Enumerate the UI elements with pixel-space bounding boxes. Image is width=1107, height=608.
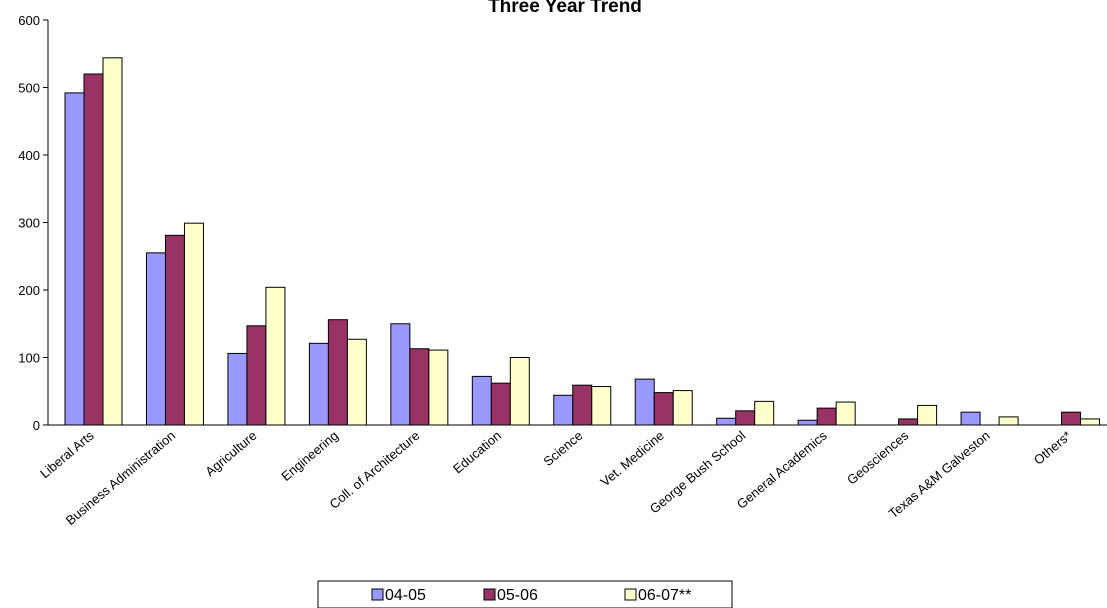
category-label: Education — [450, 428, 504, 477]
chart-title: Three Year Trend — [488, 0, 642, 17]
bar-0607-10 — [917, 404, 938, 426]
bar-0607-8 — [754, 400, 775, 426]
bar-0405-9 — [797, 419, 818, 426]
bar-0607-12 — [1080, 418, 1101, 426]
bar-0607-3 — [346, 338, 367, 426]
category-label: Agriculture — [202, 428, 259, 479]
category-label: Others* — [1031, 428, 1074, 468]
category-label: Vet. Medicine — [597, 428, 666, 490]
bar-0506-0 — [83, 73, 104, 426]
bar-0506-7 — [653, 392, 674, 426]
category-label: Geosciences — [844, 427, 912, 487]
bar-0607-4 — [428, 349, 449, 426]
bar-0607-5 — [509, 357, 530, 426]
bar-0506-6 — [572, 384, 593, 426]
bar-0405-5 — [471, 375, 492, 426]
bars — [64, 57, 1101, 426]
bar-0506-4 — [409, 348, 430, 426]
bar-0607-9 — [835, 401, 856, 426]
bar-0607-0 — [102, 57, 123, 426]
category-label: General Academics — [734, 427, 830, 511]
bar-0607-11 — [998, 416, 1019, 426]
y-tick-label: 200 — [18, 283, 40, 298]
bar-0607-6 — [591, 386, 612, 426]
legend-swatch — [624, 588, 637, 601]
bar-0405-0 — [64, 92, 85, 426]
y-tick-label: 400 — [18, 148, 40, 163]
legend-label: 04-05 — [385, 587, 426, 604]
bar-0506-8 — [735, 410, 756, 426]
bar-0506-3 — [327, 319, 348, 426]
bar-0506-12 — [1061, 411, 1082, 426]
bar-0607-2 — [265, 286, 286, 426]
bar-0405-3 — [308, 342, 329, 426]
y-tick-label: 0 — [33, 418, 40, 433]
category-label: Engineering — [278, 428, 341, 484]
bar-0405-1 — [145, 252, 166, 426]
y-tick-label: 500 — [18, 81, 40, 96]
category-label: Liberal Arts — [37, 427, 97, 481]
y-tick-label: 600 — [18, 13, 40, 28]
category-label: Science — [540, 428, 585, 469]
bar-0405-2 — [227, 352, 248, 426]
bar-0506-1 — [164, 234, 185, 426]
legend-label: 05-06 — [497, 587, 538, 604]
bar-0405-4 — [390, 323, 411, 426]
legend-box — [317, 580, 733, 608]
bar-0607-1 — [183, 222, 204, 426]
legend-label: 06-07** — [638, 587, 691, 604]
legend-swatch — [371, 588, 384, 601]
bar-0607-7 — [672, 390, 693, 426]
y-axis: 0 100 200 300 400 500 600 — [18, 13, 49, 433]
legend-swatch — [483, 588, 496, 601]
bar-0405-8 — [716, 417, 737, 426]
bar-0506-10 — [898, 418, 919, 426]
legend: 04-05 05-06 06-07** — [317, 580, 733, 608]
y-tick-label: 300 — [18, 216, 40, 231]
y-tick-label: 100 — [18, 351, 40, 366]
bar-0506-9 — [816, 407, 837, 426]
bar-0506-2 — [246, 325, 267, 426]
bar-0405-11 — [960, 411, 981, 426]
bar-0506-5 — [490, 382, 511, 426]
category-label: Coll. of Architecture — [327, 428, 423, 512]
bar-0405-7 — [634, 378, 655, 426]
bar-0405-6 — [553, 394, 574, 426]
